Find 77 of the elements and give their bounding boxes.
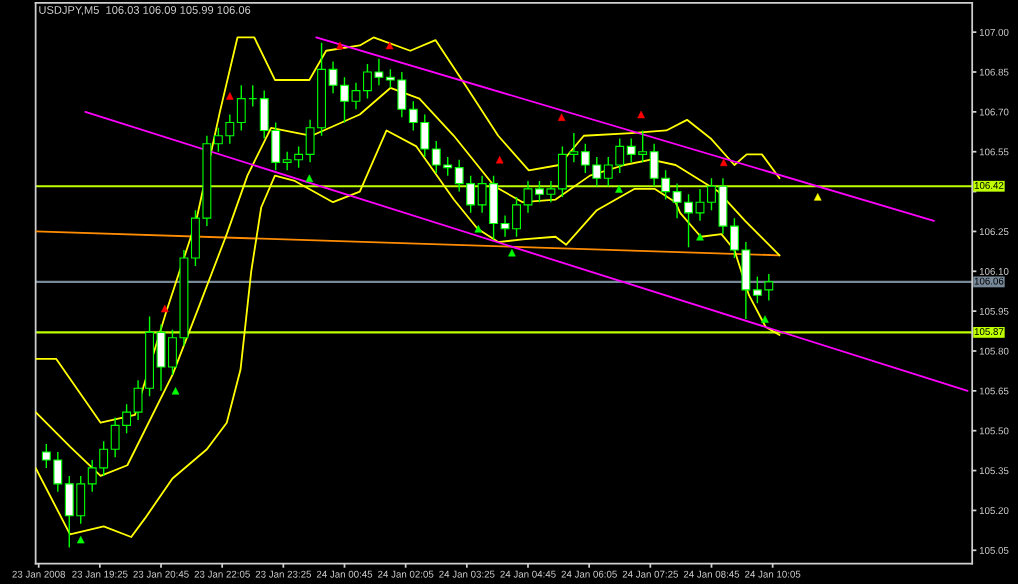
candlestick bbox=[328, 60, 338, 94]
y-tick-label: 105.80 bbox=[979, 347, 1009, 355]
candlestick bbox=[282, 151, 292, 172]
y-tick-label: 106.70 bbox=[979, 108, 1009, 116]
y-tick-label: 105.35 bbox=[979, 467, 1009, 475]
candlestick bbox=[569, 132, 579, 164]
candlestick bbox=[133, 379, 143, 421]
candlestick bbox=[408, 100, 418, 132]
candlestick bbox=[626, 137, 636, 164]
candlestick bbox=[580, 143, 590, 174]
line-series bbox=[35, 129, 781, 538]
candlestick bbox=[454, 158, 464, 193]
y-tick-label: 107.00 bbox=[979, 28, 1009, 36]
candlestick bbox=[546, 180, 556, 203]
candlestick bbox=[729, 217, 739, 259]
candlestick bbox=[615, 137, 625, 174]
y-tick-label: 106.25 bbox=[979, 228, 1009, 236]
candlestick bbox=[385, 68, 395, 89]
candlestick bbox=[294, 145, 304, 169]
x-tick-label: 23 Jan 23:25 bbox=[255, 570, 312, 578]
candlestick bbox=[340, 76, 349, 124]
x-tick-label: 24 Jan 03:25 bbox=[439, 570, 495, 578]
candlestick bbox=[87, 459, 97, 493]
candlestick bbox=[684, 193, 694, 249]
ref-line-label: 106.06 bbox=[974, 277, 1004, 285]
candlestick bbox=[638, 129, 648, 164]
candlestick bbox=[661, 169, 671, 201]
candlestick bbox=[213, 127, 223, 153]
ref-line-label: 106.42 bbox=[974, 181, 1004, 189]
candlestick bbox=[535, 180, 544, 203]
y-tick-label: 105.05 bbox=[979, 547, 1009, 554]
y-tick-label: 105.95 bbox=[979, 307, 1009, 315]
x-tick-label: 23 Jan 19:25 bbox=[72, 570, 128, 578]
y-tick-label: 105.20 bbox=[979, 507, 1009, 515]
y-tick-label: 106.85 bbox=[979, 68, 1009, 76]
candlestick bbox=[592, 156, 602, 187]
ref-line-label: 105.87 bbox=[974, 328, 1004, 336]
candlestick bbox=[443, 156, 453, 177]
y-tick-label: 106.55 bbox=[979, 148, 1009, 156]
x-tick-label: 24 Jan 02:05 bbox=[378, 570, 434, 578]
candlestick bbox=[374, 58, 384, 86]
candlestick bbox=[477, 174, 487, 214]
x-tick-label: 23 Jan 22:05 bbox=[194, 570, 250, 578]
candlestick bbox=[110, 416, 120, 458]
candlestick bbox=[672, 182, 682, 219]
candlestick bbox=[603, 156, 613, 187]
candlestick bbox=[53, 451, 63, 493]
line-series bbox=[35, 87, 781, 477]
x-tick-label: 24 Jan 07:25 bbox=[622, 570, 679, 578]
x-tick-label: 24 Jan 08:45 bbox=[683, 570, 740, 578]
y-tick-label: 105.50 bbox=[979, 427, 1009, 435]
candlestick bbox=[764, 273, 774, 302]
candlestick bbox=[225, 113, 235, 145]
x-tick-label: 24 Jan 04:45 bbox=[500, 570, 556, 578]
x-tick-label: 24 Jan 10:05 bbox=[745, 570, 801, 578]
candlestick bbox=[351, 81, 361, 110]
candlestick bbox=[523, 180, 533, 214]
x-tick-label: 24 Jan 00:45 bbox=[316, 570, 373, 578]
candlestick bbox=[236, 84, 246, 132]
candlestick bbox=[466, 174, 476, 214]
x-tick-label: 23 Jan 20:45 bbox=[133, 570, 189, 578]
candlestick bbox=[500, 214, 510, 238]
y-tick-label: 106.10 bbox=[979, 268, 1009, 275]
candlestick bbox=[752, 275, 762, 304]
candlestick bbox=[695, 188, 705, 222]
candlestick bbox=[362, 63, 372, 100]
chart-title: USDJPY,M5 106.03 106.09 105.99 106.06 bbox=[39, 6, 251, 16]
candlestick bbox=[99, 440, 109, 477]
candlestick bbox=[122, 403, 132, 435]
y-tick-label: 105.65 bbox=[979, 387, 1009, 395]
candlestick bbox=[512, 196, 521, 238]
x-tick-label: 24 Jan 06:05 bbox=[561, 570, 617, 578]
candlestick bbox=[41, 443, 51, 469]
candlestick bbox=[707, 177, 716, 211]
x-tick-label: 23 Jan 2008 bbox=[12, 570, 66, 578]
candlestick bbox=[431, 140, 441, 174]
line-series bbox=[35, 36, 781, 424]
